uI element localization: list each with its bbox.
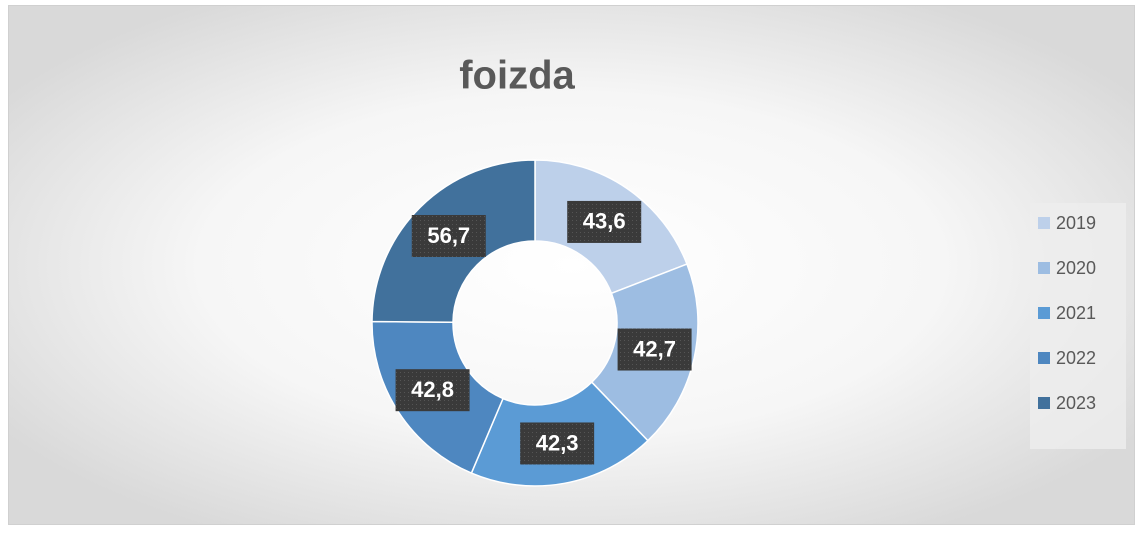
data-label-box bbox=[567, 200, 642, 243]
chart-title: foizda bbox=[459, 54, 575, 98]
legend-swatch bbox=[1038, 397, 1050, 409]
legend-label: 2022 bbox=[1056, 348, 1096, 368]
data-label: 43,6 bbox=[583, 209, 626, 234]
legend-swatch bbox=[1038, 352, 1050, 364]
legend-label: 2023 bbox=[1056, 393, 1096, 413]
legend-label: 2021 bbox=[1056, 303, 1096, 323]
data-label-box bbox=[520, 422, 595, 465]
legend-swatch bbox=[1038, 307, 1050, 319]
data-label-box bbox=[395, 369, 470, 412]
data-label: 42,3 bbox=[536, 430, 579, 455]
data-label: 56,7 bbox=[427, 223, 470, 248]
data-label: 42,8 bbox=[411, 377, 454, 402]
data-label-box bbox=[411, 214, 486, 257]
legend-swatch bbox=[1038, 217, 1050, 229]
legend-swatch bbox=[1038, 262, 1050, 274]
legend-label: 2020 bbox=[1056, 258, 1096, 278]
legend-label: 2019 bbox=[1056, 213, 1096, 233]
data-label-box bbox=[617, 328, 692, 371]
data-label: 42,7 bbox=[633, 336, 676, 361]
